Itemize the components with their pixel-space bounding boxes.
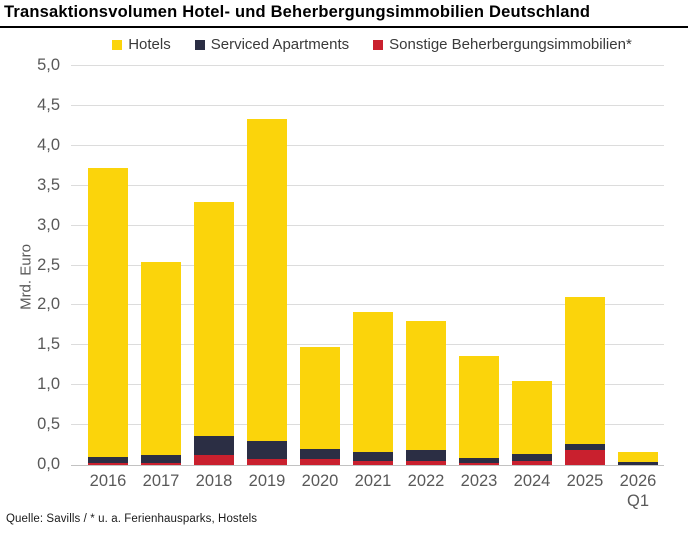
bar-segment-hotels-2018 xyxy=(194,201,234,436)
x-axis-tick-label: 2017 xyxy=(142,472,180,490)
y-axis-tick-label: 1,0 xyxy=(37,375,60,394)
bar-2023 xyxy=(459,356,499,465)
y-axis-tick-label: 0,5 xyxy=(37,415,60,434)
bar-segment-hotels-2025 xyxy=(565,297,605,445)
legend-label: Sonstige Beherbergungsimmobilien* xyxy=(389,36,632,53)
bar-segment-sonstige-beherbergungsimmobilien-2016 xyxy=(88,462,128,465)
gridline xyxy=(71,184,664,186)
legend-swatch-hotels xyxy=(112,39,123,50)
gridline xyxy=(71,264,664,266)
chart-header: Transaktionsvolumen Hotel- und Beherberg… xyxy=(0,0,688,28)
bar-2016 xyxy=(88,168,128,465)
gridline xyxy=(71,104,664,106)
legend-label: Hotels xyxy=(128,36,171,53)
bar-2025 xyxy=(565,297,605,465)
bar-segment-serviced-apartments-2020 xyxy=(300,449,340,459)
bar-segment-sonstige-beherbergungsimmobilien-2023 xyxy=(459,462,499,465)
bar-segment-serviced-apartments-2024 xyxy=(512,453,552,462)
x-axis-tick-label: 2025 xyxy=(566,472,604,490)
legend-item-hotels: Hotels xyxy=(112,36,171,53)
bar-segment-serviced-apartments-2025 xyxy=(565,444,605,450)
gridline xyxy=(71,224,664,226)
y-axis-tick-label: 2,0 xyxy=(37,295,60,314)
bar-segment-hotels-2017 xyxy=(141,261,181,456)
plot-area xyxy=(71,65,664,466)
y-axis-tick-label: 0,0 xyxy=(37,455,60,473)
y-axis-tick-label: 4,5 xyxy=(37,95,60,114)
chart-legend: Hotels Serviced Apartments Sonstige Beherb… xyxy=(0,36,688,53)
bar-segment-sonstige-beherbergungsimmobilien-2024 xyxy=(512,461,552,465)
bar-segment-serviced-apartments-2017 xyxy=(141,455,181,463)
bar-segment-sonstige-beherbergungsimmobilien-2025 xyxy=(565,449,605,465)
y-axis-tick-label: 1,5 xyxy=(37,335,60,354)
y-axis-tick-label: 3,5 xyxy=(37,175,60,194)
x-axis-tick-label: 2026 Q1 xyxy=(619,472,657,510)
bar-segment-sonstige-beherbergungsimmobilien-2018 xyxy=(194,455,234,465)
x-axis-tick-label: 2016 xyxy=(89,472,127,490)
bar-segment-hotels-2022 xyxy=(406,320,446,450)
legend-swatch-sonstige-beherbergungsimmobilien xyxy=(373,39,384,50)
x-axis-tick-label: 2020 xyxy=(301,472,339,490)
x-axis-tick-label: 2021 xyxy=(354,472,392,490)
gridline xyxy=(71,65,664,66)
legend-item-sonstige-beherbergungsimmobilien: Sonstige Beherbergungsimmobilien* xyxy=(373,36,632,53)
bar-segment-serviced-apartments-2023 xyxy=(459,457,499,463)
bar-segment-sonstige-beherbergungsimmobilien-2020 xyxy=(300,458,340,465)
legend-swatch-serviced-apartments xyxy=(194,39,205,50)
chart-title: Transaktionsvolumen Hotel- und Beherberg… xyxy=(4,3,591,21)
bar-segment-hotels-2019 xyxy=(247,119,287,442)
bar-segment-serviced-apartments-2022 xyxy=(406,449,446,462)
bar-segment-hotels-2021 xyxy=(353,311,393,453)
bar-segment-hotels-2016 xyxy=(88,168,128,458)
bar-segment-sonstige-beherbergungsimmobilien-2021 xyxy=(353,461,393,465)
y-axis-tick-label: 4,0 xyxy=(37,135,60,154)
legend-label: Serviced Apartments xyxy=(210,36,350,53)
bar-segment-serviced-apartments-2021 xyxy=(353,452,393,462)
x-axis-tick-label: 2018 xyxy=(195,472,233,490)
bar-2017 xyxy=(141,261,181,465)
gridline xyxy=(71,304,664,306)
bar-2021 xyxy=(353,311,393,465)
bar-2026Q1 xyxy=(618,452,658,465)
bar-2018 xyxy=(194,201,234,465)
bar-segment-hotels-2026Q1 xyxy=(618,452,658,462)
y-axis-tick-label: 5,0 xyxy=(37,56,60,74)
y-axis-tick-label: 3,0 xyxy=(37,215,60,234)
bar-2024 xyxy=(512,381,552,465)
bar-segment-hotels-2023 xyxy=(459,356,499,458)
x-axis-tick-label: 2023 xyxy=(460,472,498,490)
bar-segment-sonstige-beherbergungsimmobilien-2017 xyxy=(141,462,181,465)
x-axis-tick-label: 2019 xyxy=(248,472,286,490)
bar-segment-serviced-apartments-2016 xyxy=(88,457,128,463)
bar-segment-hotels-2020 xyxy=(300,346,340,450)
gridline xyxy=(71,144,664,146)
bar-segment-sonstige-beherbergungsimmobilien-2019 xyxy=(247,458,287,465)
bar-2020 xyxy=(300,346,340,465)
bar-2019 xyxy=(247,119,287,465)
source-note: Quelle: Savills / * u. a. Ferienhauspark… xyxy=(6,513,258,525)
x-axis-tick-label: 2022 xyxy=(407,472,445,490)
legend-item-serviced-apartments: Serviced Apartments xyxy=(194,36,350,53)
x-axis-tick-label: 2024 xyxy=(513,472,551,490)
bar-2022 xyxy=(406,320,446,465)
bar-segment-sonstige-beherbergungsimmobilien-2022 xyxy=(406,461,446,465)
bar-segment-serviced-apartments-2018 xyxy=(194,435,234,456)
bar-segment-serviced-apartments-2019 xyxy=(247,441,287,459)
y-axis-tick-label: 2,5 xyxy=(37,255,60,274)
bar-segment-hotels-2024 xyxy=(512,381,552,454)
bar-segment-serviced-apartments-2026Q1 xyxy=(618,461,658,465)
